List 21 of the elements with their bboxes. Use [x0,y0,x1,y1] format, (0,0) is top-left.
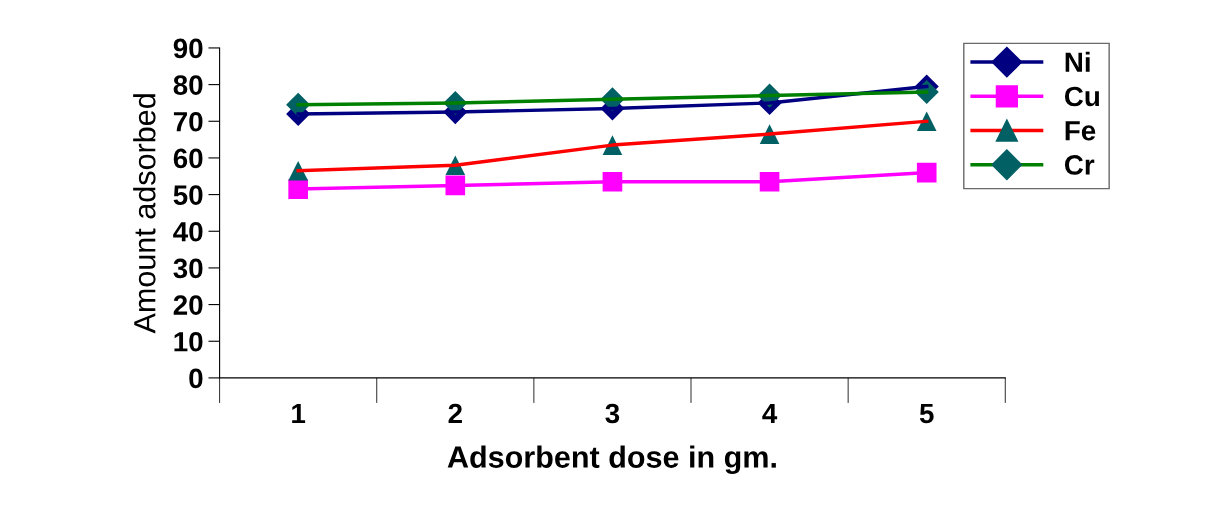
legend-label: Ni [1065,51,1090,72]
y-tick-label: 50 [173,185,203,205]
y-tick-label: 40 [173,221,203,242]
x-tick-label: 4 [762,403,778,424]
y-tick-label: 30 [173,258,203,279]
y-tick-label: 10 [174,331,203,352]
legend-label: Cr [1064,155,1095,175]
x-tick-label: 5 [919,403,934,424]
legend-label: Fe [1065,121,1096,141]
legend-label: Cu [1064,86,1099,107]
y-tick-label: 20 [173,295,203,315]
x-tick-label: 1 [292,403,306,424]
y-axis-title: Amount adsorbed [133,94,156,334]
x-axis-title: Adsorbent dose in gm. [447,445,776,475]
y-tick-label: 0 [189,368,203,389]
x-tick-label: 3 [605,403,620,424]
y-tick-label: 90 [173,38,203,59]
y-tick-label: 60 [173,148,203,169]
y-tick-label: 80 [173,75,203,95]
x-tick-label: 2 [448,403,462,424]
y-tick-label: 70 [173,111,203,132]
